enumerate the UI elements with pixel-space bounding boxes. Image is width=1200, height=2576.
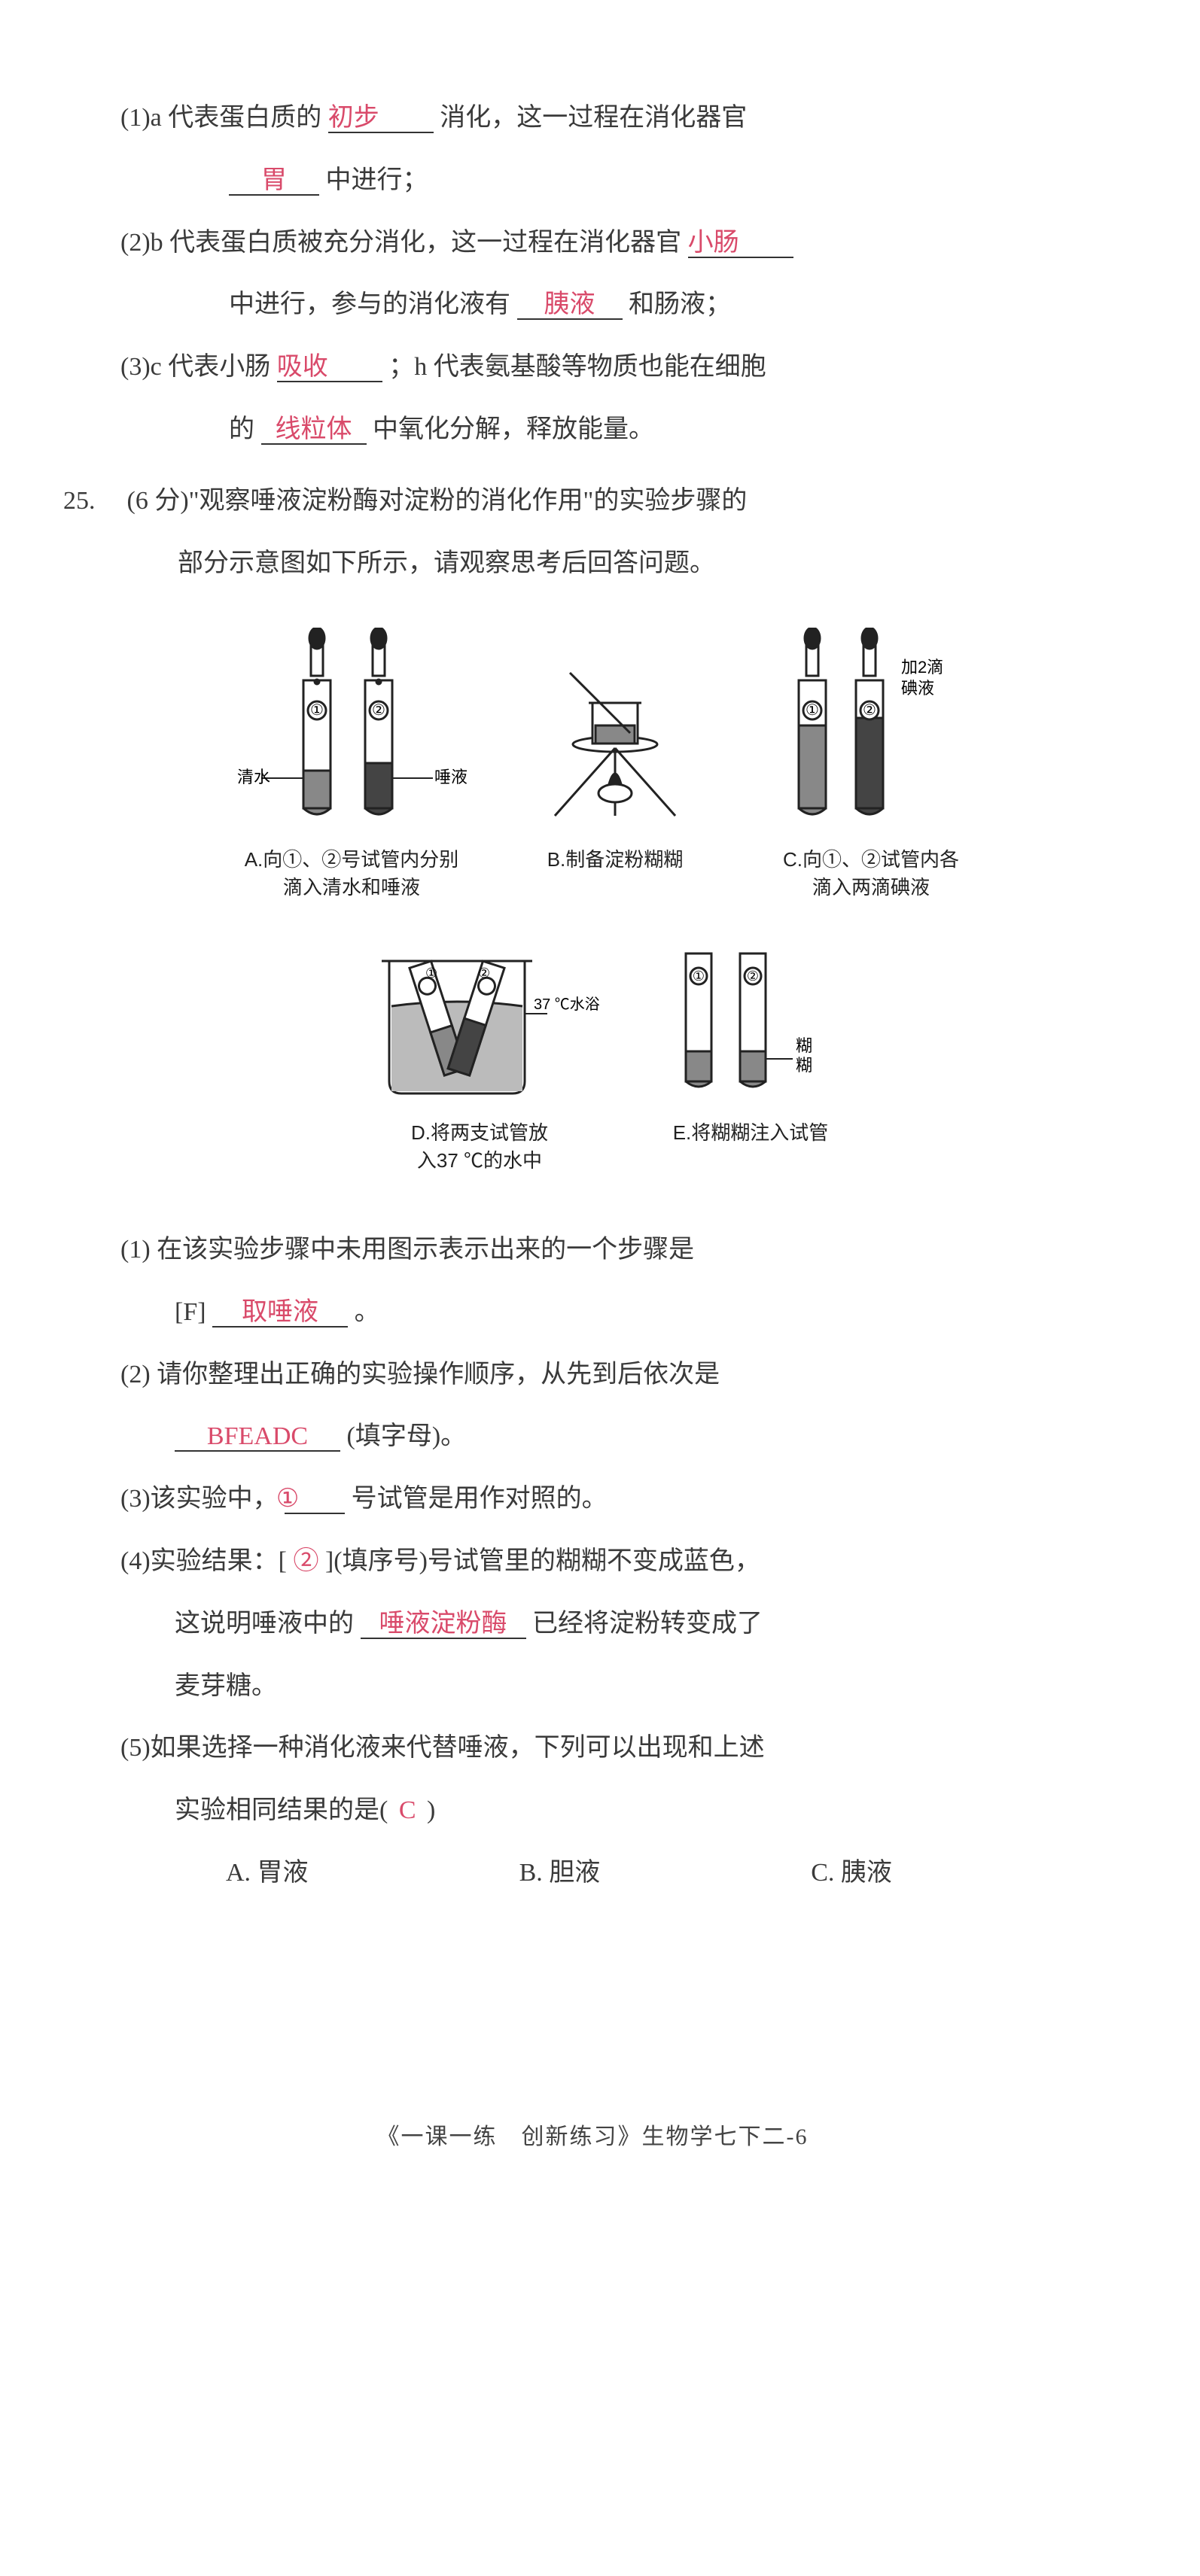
fig-E: ① ② 糊 糊 E.将糊糊注入试管 [645,931,856,1174]
fig-B: B.制备淀粉糊糊 [517,628,713,901]
svg-text:清水: 清水 [237,768,270,786]
q25-s2: (2) 请你整理出正确的实验操作顺序，从先到后依次是 [120,1347,1064,1404]
q24-p3-text-a: (3)c 代表小肠 [120,353,270,381]
fig-B-svg [517,628,713,838]
svg-text:②: ② [478,966,490,981]
q24-p1-cont: 胃 中进行； [120,153,1064,209]
svg-text:①: ① [425,966,437,981]
q25-s4c-answer: 唾液淀粉酶 [361,1609,526,1639]
svg-text:37 ℃水浴: 37 ℃水浴 [534,996,600,1013]
q25-s5-answer: C [394,1796,421,1824]
q25-s5: (5)如果选择一种消化液来代替唾液，下列可以出现和上述 [120,1720,1064,1777]
q25-s4-cont1: 这说明唾液中的 唾液淀粉酶 已经将淀粉转变成了 [120,1596,1064,1653]
svg-text:糊: 糊 [796,1036,812,1055]
q24-p2-answer: 小肠 [688,228,793,258]
q24-p1c-text-b: 中进行； [326,166,428,194]
fig-C-svg: ① ② 加2滴 碘液 [758,628,984,838]
page-footer: 《一课一练 创新练习》生物学七下二-6 [120,2112,1064,2162]
svg-text:碘液: 碘液 [901,679,934,698]
q24-p3c-text-b: 中氧化分解，释放能量。 [373,415,654,443]
opt-B: B. 胆液 [519,1845,601,1902]
fig-E-caption: E.将糊糊注入试管 [673,1119,829,1174]
q24-p2-text-a: (2)b 代表蛋白质被充分消化，这一过程在消化器官 [120,229,681,257]
q25-s1: (1) 在该实验步骤中未用图示表示出来的一个步骤是 [120,1222,1064,1279]
q25-intro-a: (6 分)"观察唾液淀粉酶对淀粉的消化作用"的实验步骤的 [127,487,748,515]
q25-s5-options: A. 胃液 B. 胆液 C. 胰液 [120,1845,1064,1902]
q24-p3-answer1: 吸收 [277,352,382,382]
q25-s4: (4)实验结果：[ ② ](填序号)号试管里的糊糊不变成蓝色， [120,1534,1064,1590]
q25-intro-b: 部分示意图如下所示，请观察思考后回答问题。 [120,536,1064,592]
q24-p2c-answer: 胰液 [517,290,623,320]
q24-p2c-text-b: 和肠液； [629,290,731,318]
fig-A-svg: ① ② 清水 唾液 [231,628,472,838]
svg-text:②: ② [372,702,385,719]
figure-area: ① ② 清水 唾液 A.向①、②号试管内分别 [120,598,1064,1219]
q24-p1-text-b: 消化，这一过程在消化器官 [440,104,747,132]
svg-text:糊: 糊 [796,1056,812,1075]
q25-s3: (3)该实验中， ① 号试管是用作对照的。 [120,1471,1064,1528]
fig-A: ① ② 清水 唾液 A.向①、②号试管内分别 [231,628,472,901]
q24-p2: (2)b 代表蛋白质被充分消化，这一过程在消化器官 小肠 [120,215,1064,272]
svg-text:加2滴: 加2滴 [901,658,943,677]
q25-s1-cont: [F] 取唾液 。 [120,1285,1064,1341]
q24-p1c-answer: 胃 [229,166,319,196]
fig-row-2: ① ② 37 ℃水浴 D.将两支试管放 入37 ℃的水中 [151,931,1064,1174]
q25-s4-answer1: ② [293,1547,318,1575]
svg-text:唾液: 唾液 [434,768,468,786]
q25-s3-answer: ① [285,1484,345,1514]
fig-A-caption: A.向①、②号试管内分别 滴入清水和唾液 [245,846,459,901]
q24-p3: (3)c 代表小肠 吸收 ；h 代表氨基酸等物质也能在细胞 [120,339,1064,396]
fig-E-svg: ① ② 糊 糊 [645,931,856,1112]
fig-D: ① ② 37 ℃水浴 D.将两支试管放 入37 ℃的水中 [359,931,600,1174]
q25-s5-cont: 实验相同结果的是( C ) [120,1783,1064,1839]
q25-s2-answer: BFEADC [175,1422,340,1452]
q24-p3-cont: 的 线粒体 中氧化分解，释放能量。 [120,402,1064,458]
opt-C: C. 胰液 [811,1845,892,1902]
q24-p3c-answer: 线粒体 [261,415,367,445]
q24-p2c-text-a: 中进行，参与的消化液有 [229,290,510,318]
opt-A: A. 胃液 [226,1845,309,1902]
q25-s2-cont: BFEADC (填字母)。 [120,1409,1064,1465]
svg-text:①: ① [806,702,819,719]
q24-p2-cont: 中进行，参与的消化液有 胰液 和肠液； [120,277,1064,333]
q25-s4-cont2: 麦芽糖。 [120,1659,1064,1715]
q24-p3-text-b: ；h 代表氨基酸等物质也能在细胞 [388,353,766,381]
q24-p1-answer: 初步 [328,103,434,133]
q24-p3c-text-a: 的 [229,415,254,443]
fig-B-caption: B.制备淀粉糊糊 [547,846,684,901]
q24-p1-text-a: (1)a 代表蛋白质的 [120,104,321,132]
svg-text:①: ① [310,702,324,719]
fig-C: ① ② 加2滴 碘液 C.向①、②试管内各 滴入两滴碘液 [758,628,984,901]
svg-text:②: ② [747,969,759,984]
fig-D-caption: D.将两支试管放 入37 ℃的水中 [411,1119,548,1174]
svg-text:①: ① [693,969,705,984]
q25-intro: 25. (6 分)"观察唾液淀粉酶对淀粉的消化作用"的实验步骤的 [120,473,1064,530]
fig-row-1: ① ② 清水 唾液 A.向①、②号试管内分别 [151,628,1064,901]
svg-text:②: ② [863,702,876,719]
fig-D-svg: ① ② 37 ℃水浴 [359,931,600,1112]
fig-C-caption: C.向①、②试管内各 滴入两滴碘液 [783,846,959,901]
q25-s1-answer: 取唾液 [212,1297,348,1328]
q24-p1: (1)a 代表蛋白质的 初步 消化，这一过程在消化器官 [120,90,1064,147]
